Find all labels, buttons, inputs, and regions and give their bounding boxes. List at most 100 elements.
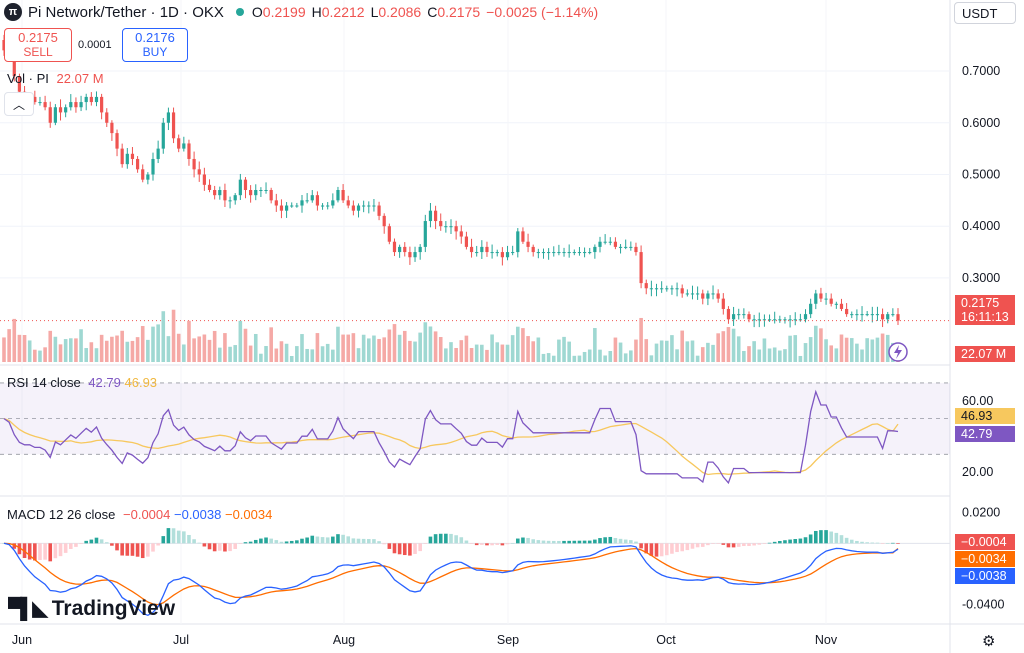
rsi-legend[interactable]: RSI 14 close 42.79 46.93 (7, 375, 157, 390)
sell-button[interactable]: 0.2175 SELL (4, 28, 72, 62)
candle-body (233, 195, 237, 201)
macd-legend[interactable]: MACD 12 26 close −0.0004 −0.0038 −0.0034 (7, 507, 272, 522)
candle-body (423, 221, 427, 247)
macd-histogram-bar (361, 538, 366, 544)
candle-body (624, 246, 628, 248)
candle-body (269, 190, 273, 201)
volume-bar (284, 343, 289, 362)
volume-bar (346, 334, 351, 362)
candle-body (711, 293, 715, 295)
macd-histogram-bar (248, 541, 253, 544)
macd-histogram-bar (824, 530, 828, 544)
candle-body (362, 205, 366, 207)
volume-bar (546, 353, 551, 362)
volume-bar (747, 346, 751, 362)
macd-histogram-bar (582, 540, 587, 544)
candle-body (53, 107, 57, 123)
candle-body (737, 314, 741, 316)
candle-body (74, 102, 78, 108)
volume-bar (459, 340, 464, 362)
macd-histogram-bar (772, 541, 777, 544)
symbol-title[interactable]: Pi Network/Tether · 1D · OKX (28, 3, 224, 21)
macd-histogram-bar (598, 538, 602, 544)
macd-histogram-bar (474, 543, 479, 546)
macd-histogram-bar (834, 532, 839, 544)
volume-bar (788, 335, 792, 362)
volume-bar (700, 347, 705, 362)
volume-legend[interactable]: Vol · PI 22.07 M (7, 71, 104, 86)
volume-bar (803, 343, 808, 362)
tradingview-logo[interactable]: ▀▌◣ TradingView (8, 596, 175, 621)
candle-body (521, 231, 525, 242)
buy-button[interactable]: 0.2176 BUY (122, 28, 188, 62)
volume-bar (685, 341, 690, 362)
volume-bar (418, 332, 422, 362)
macd-histogram-bar (587, 540, 592, 544)
candle-body (192, 158, 196, 170)
volume-bar (223, 333, 227, 362)
candle-body (536, 252, 540, 254)
candle-body (84, 96, 88, 103)
volume-bar (125, 341, 130, 362)
candle-body (367, 205, 371, 207)
volume-bar (99, 334, 104, 362)
macd-histogram-bar (94, 537, 99, 544)
volume-bar (120, 330, 124, 362)
macd-histogram-bar (397, 543, 402, 555)
volume-bar (243, 328, 248, 362)
candle-body (346, 200, 350, 206)
currency-select[interactable]: USDT (954, 2, 1016, 24)
candle-body (603, 241, 607, 243)
volume-bar (454, 347, 458, 362)
candle-body (79, 102, 83, 108)
volume-bar (130, 340, 135, 362)
macd-histogram-bar (366, 539, 371, 544)
macd-histogram-bar (505, 543, 510, 545)
macd-histogram-bar (58, 543, 63, 557)
macd-histogram-bar (325, 537, 330, 544)
candle-body (875, 314, 880, 316)
macd-histogram-bar (490, 543, 494, 546)
macd-histogram-bar (469, 543, 474, 544)
volume-bar (490, 334, 494, 362)
settings-gear-icon[interactable]: ⚙ (982, 633, 996, 650)
volume-bar (742, 350, 746, 362)
macd-histogram-bar (562, 540, 566, 544)
macd-histogram-bar (747, 543, 751, 546)
candle-body (531, 246, 535, 253)
macd-histogram-bar (438, 533, 443, 544)
candle-body (254, 190, 258, 196)
macd-histogram-bar (53, 543, 58, 559)
volume-bar (736, 336, 741, 362)
macd-histogram-bar (798, 538, 803, 544)
macd-histogram-bar (33, 543, 37, 561)
volume-bar (762, 338, 767, 362)
volume-bar (264, 346, 268, 362)
volume-bar (639, 317, 643, 362)
macd-histogram-bar (572, 540, 577, 544)
macd-histogram-bar (310, 535, 315, 544)
macd-histogram-bar (500, 543, 505, 546)
volume-bar (161, 311, 166, 362)
candle-body (284, 205, 289, 211)
candle-body (803, 314, 808, 320)
macd-histogram-bar (736, 543, 741, 547)
volume-bar (63, 339, 68, 362)
open-label: O (251, 4, 263, 20)
macd-histogram-bar (644, 543, 649, 554)
volume-bar (315, 333, 320, 362)
volume-bar (598, 349, 602, 362)
volume-bar (48, 330, 53, 362)
macd-histogram-bar (223, 543, 227, 552)
volume-bar (382, 337, 387, 362)
candle-body (48, 107, 52, 123)
candle-body (845, 308, 849, 315)
macd-histogram-bar (274, 540, 279, 544)
candle-body (207, 184, 212, 190)
collapse-legend-button[interactable]: ︿ (4, 92, 34, 116)
macd-histogram-bar (783, 540, 787, 544)
symbol-header: π Pi Network/Tether · 1D · OKX O0.2199 H… (0, 0, 598, 24)
candle-body (752, 319, 756, 321)
candle-body (696, 293, 700, 295)
